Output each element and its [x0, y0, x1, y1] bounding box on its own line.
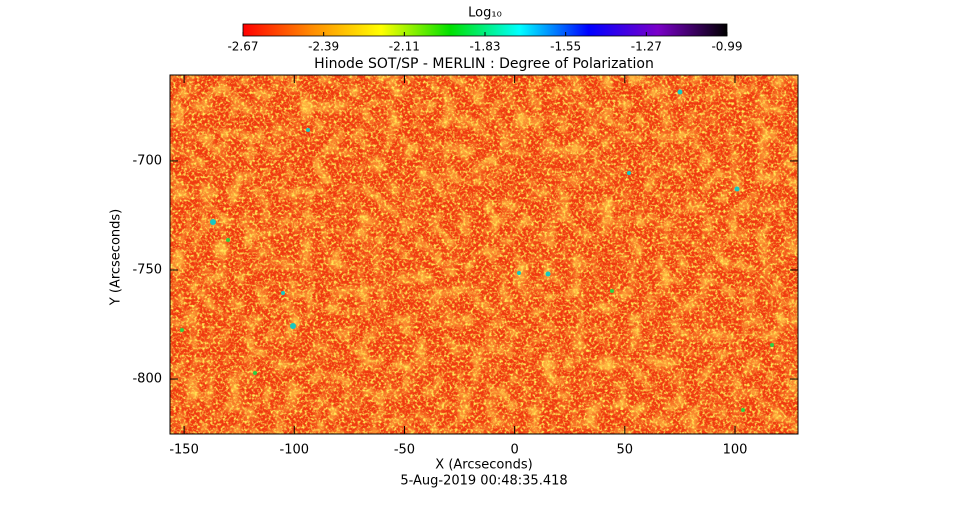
colorbar-tick-label: -2.39	[308, 40, 339, 54]
x-axis-label: X (Arcseconds)	[435, 458, 532, 473]
x-tick-label: 50	[617, 443, 634, 458]
timestamp: 5-Aug-2019 00:48:35.418	[400, 474, 567, 489]
colorbar-tick-label: -1.27	[631, 40, 662, 54]
colorbar-tick-label: -0.99	[711, 40, 742, 54]
colorbar-tick-label: -2.67	[227, 40, 258, 54]
y-tick-label: -700	[132, 153, 162, 168]
colorbar-label: Log₁₀	[468, 6, 502, 21]
x-tick-label: -100	[280, 443, 310, 458]
colorbar-tick-label: -2.11	[389, 40, 420, 54]
x-tick-label: -150	[169, 443, 199, 458]
x-tick-label: -50	[394, 443, 415, 458]
colorbar-tick-label: -1.55	[550, 40, 581, 54]
image-map	[170, 75, 798, 434]
x-tick-label: 0	[510, 443, 518, 458]
y-tick-label: -750	[132, 262, 162, 277]
chart-title: Hinode SOT/SP - MERLIN : Degree of Polar…	[314, 56, 654, 72]
y-tick-label: -800	[132, 372, 162, 387]
x-tick-label: 100	[723, 443, 748, 458]
colorbar-tick-label: -1.83	[469, 40, 500, 54]
y-axis-label: Y (Arcseconds)	[109, 209, 124, 306]
plot-frame	[169, 74, 799, 435]
